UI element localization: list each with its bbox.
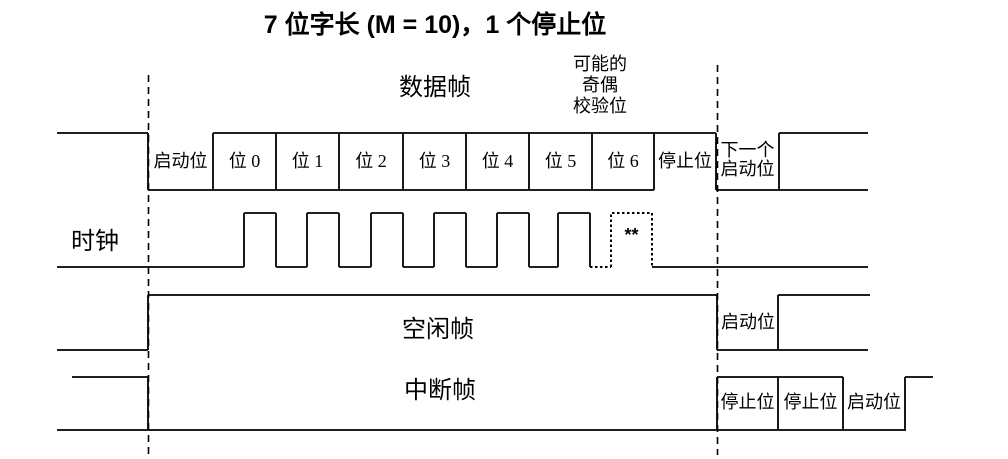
clock-optional-pulse-dotted: [590, 212, 653, 268]
parity-note-line2: 奇偶: [582, 75, 618, 95]
idle-frame-waveform: [57, 294, 870, 351]
next-start-line2: 启动位: [720, 159, 775, 179]
idle-frame-label: 空闲帧: [402, 317, 474, 343]
parity-note-line1: 可能的: [573, 54, 627, 74]
data-frame-stop-bit-label: 停止位: [658, 151, 712, 171]
break-stop-bit-1-label: 停止位: [720, 392, 775, 412]
parity-note: 可能的 奇偶 校验位: [550, 54, 650, 117]
bit0-label: 位 0: [228, 151, 261, 171]
data-frame-waveform: [57, 132, 868, 191]
break-frame-waveform: [57, 376, 933, 431]
next-start-line1: 下一个: [720, 140, 775, 160]
figure-title: 7 位字长 (M = 10)，1 个停止位: [263, 11, 607, 39]
clock-waveform: [57, 212, 868, 268]
bit1-label: 位 1: [291, 151, 324, 171]
break-frame-label: 中断帧: [404, 378, 476, 404]
data-frame-start-bit-label: 启动位: [153, 151, 208, 171]
break-start-bit-label: 启动位: [847, 392, 901, 412]
data-frame-label: 数据帧: [399, 75, 471, 101]
break-stop-bit-2-label: 停止位: [783, 392, 838, 412]
clock-label: 时钟: [71, 229, 119, 255]
bit6-label: 位 6: [607, 151, 639, 171]
parity-note-line3: 校验位: [573, 96, 627, 116]
idle-frame-start-bit-label: 启动位: [721, 312, 775, 332]
bit4-label: 位 4: [481, 151, 514, 171]
bit2-label: 位 2: [355, 151, 387, 171]
clock-optional-pulse-note: **: [624, 225, 639, 245]
bit5-label: 位 5: [544, 151, 577, 171]
next-start-bit-label: 下一个 启动位: [716, 141, 779, 179]
bit3-label: 位 3: [418, 151, 451, 171]
